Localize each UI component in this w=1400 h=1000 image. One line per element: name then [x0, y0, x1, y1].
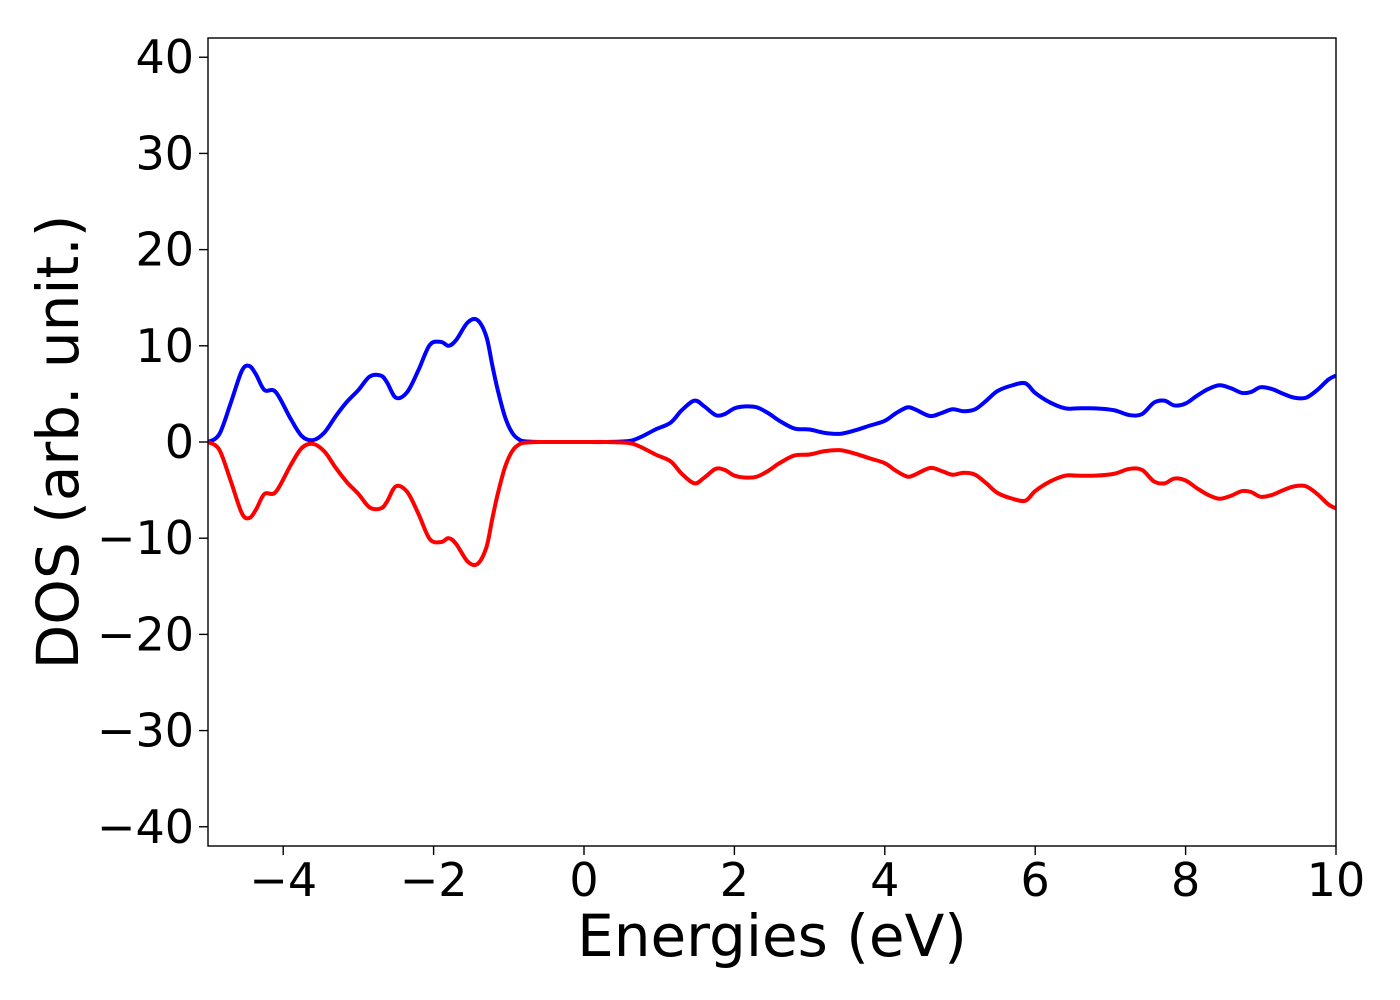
- x-tick-label: 0: [569, 853, 598, 907]
- series-layer: [208, 316, 1336, 568]
- y-tick-label: 20: [135, 223, 194, 277]
- plot-background: [208, 38, 1336, 846]
- x-axis: −4 −2 0 2 4 6 8 10: [249, 846, 1365, 907]
- x-tick-label: −2: [400, 853, 468, 907]
- y-tick-label: −40: [97, 800, 194, 854]
- y-axis: 40 30 20 10 0 −10 −20 −30 −40: [97, 30, 208, 854]
- series-line-1: [208, 316, 1336, 445]
- x-axis-title: Energies (eV): [577, 902, 967, 970]
- x-tick-label: 8: [1171, 853, 1200, 907]
- x-tick-label: 4: [870, 853, 899, 907]
- y-tick-label: 10: [135, 319, 194, 373]
- y-tick-label: 30: [135, 126, 194, 180]
- y-tick-label: 40: [135, 30, 194, 84]
- x-tick-label: −4: [249, 853, 317, 907]
- x-tick-label: 6: [1021, 853, 1050, 907]
- x-tick-label: 2: [720, 853, 749, 907]
- y-tick-label: 0: [165, 415, 194, 469]
- y-tick-label: −20: [97, 607, 194, 661]
- series-line-2: [208, 439, 1336, 568]
- y-axis-title: DOS (arb. unit.): [24, 215, 92, 670]
- y-tick-label: −30: [97, 704, 194, 758]
- y-tick-label: −10: [97, 511, 194, 565]
- x-tick-label: 10: [1307, 853, 1366, 907]
